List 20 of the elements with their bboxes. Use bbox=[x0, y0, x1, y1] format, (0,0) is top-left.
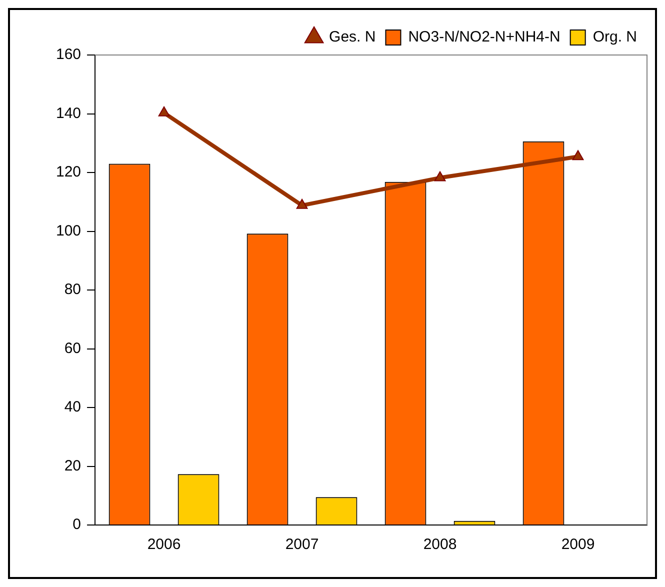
y-tick-label: 80 bbox=[64, 281, 82, 298]
x-tick-label: 2007 bbox=[285, 536, 319, 554]
x-tick-label: 2009 bbox=[561, 536, 595, 554]
legend-label: Org. N bbox=[592, 28, 638, 46]
y-tick-label: 100 bbox=[56, 222, 82, 240]
y-tick-label: 0 bbox=[72, 516, 82, 534]
x-tick-label: 2008 bbox=[423, 536, 457, 554]
y-tick-label: 20 bbox=[64, 457, 82, 474]
y-tick-label: 160 bbox=[56, 46, 82, 64]
point bbox=[296, 198, 308, 209]
y-tick-label: 40 bbox=[64, 398, 82, 416]
legend-label: NO3-N/NO2-N+NH4-N bbox=[408, 28, 560, 46]
point bbox=[158, 106, 170, 116]
x-tick-label: 2006 bbox=[147, 536, 181, 554]
y-tick-label: 60 bbox=[64, 340, 82, 357]
y-tick-label: 140 bbox=[56, 104, 82, 122]
legend-label: Ges. N bbox=[329, 28, 376, 46]
point bbox=[434, 171, 446, 182]
y-tick-label: 120 bbox=[56, 164, 82, 181]
point bbox=[572, 150, 584, 160]
